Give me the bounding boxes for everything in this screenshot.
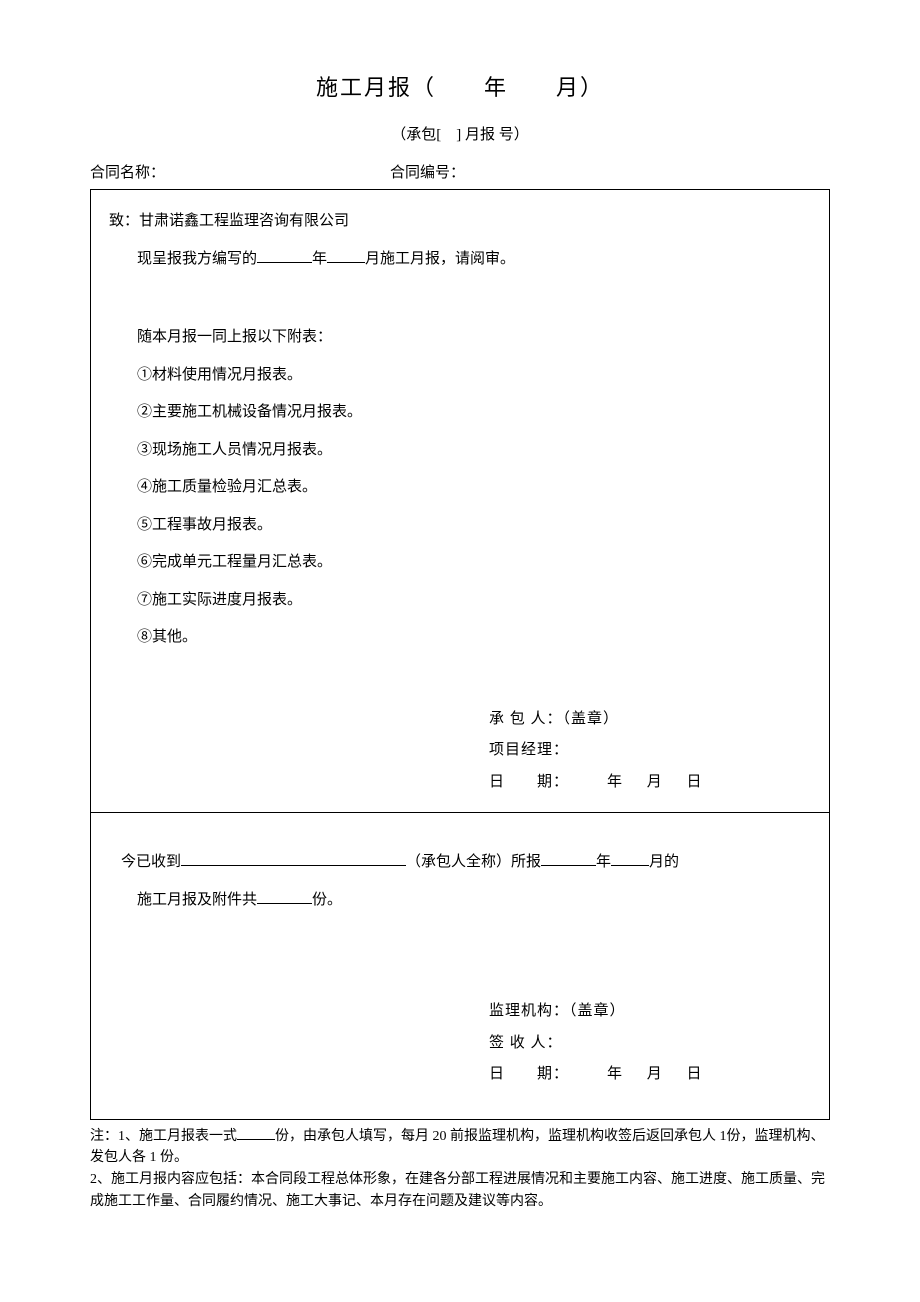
contract-no-label: 合同编号： [390,161,465,185]
header-row: 合同名称： 合同编号： [90,161,830,185]
date-line-top: 日 期： 年 月 日 [489,767,811,799]
attach-item-5: ⑤工程事故月报表。 [109,510,811,542]
d-label-2: 日 [687,1066,703,1082]
attach-item-4: ④施工质量检验月汇总表。 [109,472,811,504]
page-title: 施工月报（ 年 月） [90,70,830,105]
copies-field[interactable] [257,889,312,904]
month-label-2: 月的 [649,854,679,870]
attach-item-8: ⑧其他。 [109,622,811,654]
attach-item-1: ①材料使用情况月报表。 [109,360,811,392]
line2-pre: 施工月报及附件共 [137,892,257,908]
section-top: 致：甘肃诺鑫工程监理咨询有限公司 现呈报我方编写的年月施工月报，请阅审。 随本月… [91,190,829,813]
report-month-field[interactable] [611,851,649,866]
copies-line: 施工月报及附件共 份。 [109,885,811,917]
received-pre: 今已收到 [121,854,181,870]
note1-pre: 注：1、施工月报表一式 [90,1129,237,1144]
main-box: 致：甘肃诺鑫工程监理咨询有限公司 现呈报我方编写的年月施工月报，请阅审。 随本月… [90,189,830,1120]
supervisor-org: 监理机构：（盖章） [489,996,811,1028]
report-year-field[interactable] [541,851,596,866]
contractor-label: 承 包 人：（盖章） [489,704,811,736]
submit-pre: 现呈报我方编写的 [137,251,257,267]
received-line: 今已收到 （承包人全称）所报 年 月的 [109,847,811,879]
attach-item-6: ⑥完成单元工程量月汇总表。 [109,547,811,579]
date-line-bottom: 日 期： 年 月 日 [489,1059,811,1091]
attach-item-7: ⑦施工实际进度月报表。 [109,585,811,617]
year-label: 年 [312,251,327,267]
subtitle-post: ] 月报 号） [456,127,529,143]
to-line: 致：甘肃诺鑫工程监理咨询有限公司 [109,206,811,238]
date-label-2: 日 期： [489,1066,569,1082]
section-bottom: 今已收到（承包人全称）所报年月的 施工月报及附件共份。 监理机构：（盖章） 签 … [91,813,829,1119]
subtitle-pre: （承包[ [391,127,441,143]
m-label-2: 月 [647,1066,663,1082]
contractor-name-field[interactable] [181,851,406,866]
attach-item-3: ③现场施工人员情况月报表。 [109,435,811,467]
m-label: 月 [647,774,663,790]
note-copies-field[interactable] [237,1126,275,1140]
subtitle: （承包[ ] 月报 号） [90,123,830,147]
date-label: 日 期： [489,774,569,790]
attach-intro: 随本月报一同上报以下附表： [109,322,811,354]
to-company: 甘肃诺鑫工程监理咨询有限公司 [139,213,349,229]
d-label: 日 [687,774,703,790]
year-label-2: 年 [596,854,611,870]
pm-label: 项目经理： [489,735,811,767]
to-label: 致： [109,213,139,229]
month-field[interactable] [327,248,365,263]
line2-post: 份。 [312,892,342,908]
receiver-label: 签 收 人： [489,1028,811,1060]
received-mid: （承包人全称）所报 [406,854,541,870]
notes: 注：1、施工月报表一式份，由承包人填写，每月 20 前报监理机构，监理机构收签后… [90,1126,830,1213]
note-2: 2、施工月报内容应包括：本合同段工程总体形象，在建各分部工程进展情况和主要施工内… [90,1169,830,1212]
y-label-2: 年 [607,1066,623,1082]
month-suffix: 月施工月报，请阅审。 [365,251,515,267]
submit-line: 现呈报我方编写的 年 月施工月报，请阅审。 [109,244,811,276]
contractor-sig-block: 承 包 人：（盖章） 项目经理： 日 期： 年 月 日 [489,704,811,799]
contract-name-label: 合同名称： [90,161,165,185]
year-field[interactable] [257,248,312,263]
supervisor-sig-block: 监理机构：（盖章） 签 收 人： 日 期： 年 月 日 [489,996,811,1091]
attach-item-2: ②主要施工机械设备情况月报表。 [109,397,811,429]
note-1: 注：1、施工月报表一式份，由承包人填写，每月 20 前报监理机构，监理机构收签后… [90,1126,830,1169]
y-label: 年 [607,774,623,790]
